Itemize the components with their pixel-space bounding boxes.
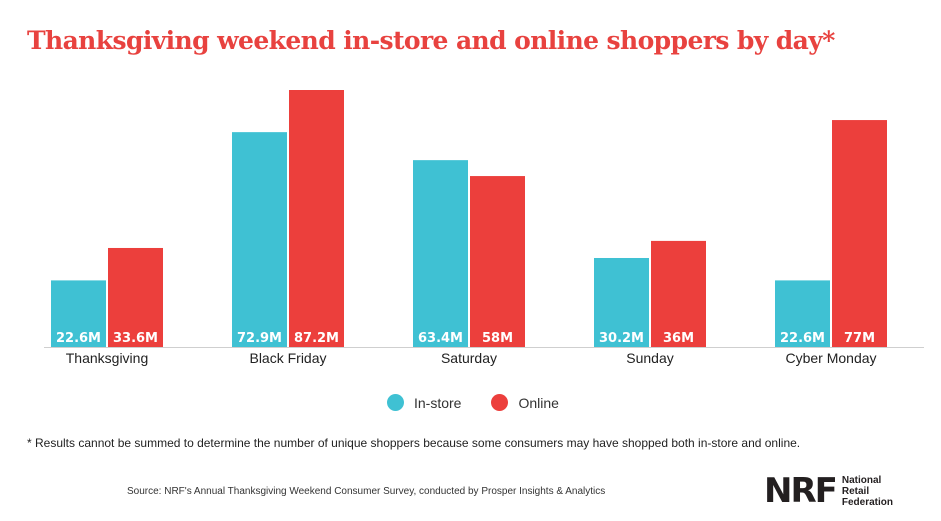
data-label-online-2: 58M [482,331,513,346]
data-label-instore-4: 22.6M [780,331,825,346]
source-note: Source: NRF's Annual Thanksgiving Weeken… [127,486,606,497]
footnote: * Results cannot be summed to determine … [27,436,801,450]
x-tick-label-3: Sunday [626,350,673,366]
data-label-online-0: 33.6M [113,331,158,346]
legend-label-instore: In-store [414,394,462,411]
legend-item-online: Online [491,394,559,411]
data-label-instore-1: 72.9M [237,331,282,346]
legend-label-online: Online [518,394,559,411]
logo-text: National Retail Federation [842,475,893,508]
bar-online-1 [289,90,344,347]
legend-swatch-instore [387,394,404,411]
bar-online-2 [470,176,525,347]
x-tick-label-2: Saturday [441,350,497,366]
bar-instore-1 [232,132,287,347]
bar-instore-2 [413,160,468,347]
bar-instore-4 [775,280,830,347]
logo-line-3: Federation [841,496,893,508]
bar-chart: 22.6M 33.6M Thanksgiving 72.9M 87.2M Black Fr… [44,90,924,366]
data-label-instore-3: 30.2M [599,331,644,346]
chart-title: Thanksgiving weekend in-store and online… [27,26,835,55]
x-tick-label-1: Black Friday [249,350,326,366]
logo-line-2: Retail [841,485,870,497]
bar-online-0 [108,247,163,347]
data-label-online-4: 77M [844,331,875,346]
data-label-online-1: 87.2M [294,331,339,346]
data-label-instore-0: 22.6M [56,331,101,346]
logo-line-1: National [841,474,882,486]
x-tick-label-0: Thanksgiving [66,350,149,366]
data-label-instore-2: 63.4M [418,331,463,346]
logo-mark: NRF [764,471,838,511]
nrf-logo: NRF National Retail Federation [764,474,893,508]
legend-item-instore: In-store [387,394,461,411]
legend-swatch-online [491,394,509,411]
bar-instore-0 [51,280,106,347]
data-label-online-3: 36M [663,331,694,346]
bar-online-4 [832,120,887,348]
legend: In-store Online [387,394,589,411]
bar-instore-3 [594,257,649,347]
bar-online-3 [651,240,706,347]
x-tick-label-4: Cyber Monday [785,350,876,366]
